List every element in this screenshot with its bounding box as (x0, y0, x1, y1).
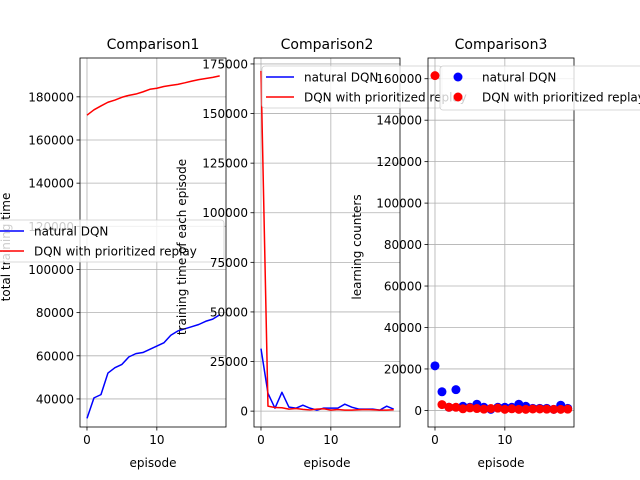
subplot-2: 0 10 0 25000 50000 75000 100000 125000 150000 175… (175, 37, 401, 470)
axes-frame (427, 57, 575, 428)
y-tick-label: 140000 (28, 177, 74, 191)
chart-title: Comparison2 (281, 37, 374, 53)
chart-title: Comparison3 (455, 37, 548, 53)
series-dqn-with-prioritized-replay-point (493, 403, 503, 413)
series-dqn-with-prioritized-replay-line (260, 70, 394, 411)
legend-marker (453, 92, 463, 102)
y-tick-label: 160000 (28, 134, 74, 148)
series-dqn-with-prioritized-replay-point (542, 404, 552, 414)
legend: natural DQN DQN with prioritized replay (261, 65, 467, 109)
x-tick-label: 0 (83, 433, 91, 447)
x-tick-label: 10 (149, 433, 164, 447)
y-tick-label: 100000 (376, 197, 422, 211)
legend-marker (453, 72, 463, 82)
x-tick-label: 0 (431, 433, 439, 447)
series-dqn-with-prioritized-replay-point (507, 404, 517, 414)
y-tick-label: 125000 (202, 157, 248, 171)
series-natural-dqn-point (430, 361, 440, 371)
series-dqn-with-prioritized-replay-point (528, 404, 538, 414)
legend-label: DQN with prioritized replay (482, 91, 640, 105)
y-axis-label: learning counters (350, 194, 364, 299)
y-tick-label: 0 (240, 405, 248, 419)
y-tick-label: 75000 (210, 256, 248, 270)
y-tick-label: 0 (414, 404, 422, 418)
y-tick-label: 80000 (36, 306, 74, 320)
plot-area (430, 71, 573, 414)
y-tick-label: 40000 (384, 321, 422, 335)
axes-frame (253, 57, 401, 428)
series-natural-dqn-line (86, 314, 221, 419)
subplot-3: 0 10 0 20000 40000 60000 80000 100000 120000 1400… (350, 37, 575, 470)
x-axis-label: episode (130, 456, 177, 470)
y-tick-label: 25000 (210, 355, 248, 369)
series-dqn-with-prioritized-replay-point (458, 404, 468, 414)
plot-area (260, 70, 395, 411)
y-tick-label: 140000 (376, 114, 422, 128)
x-tick-label: 10 (323, 433, 338, 447)
legend-label: DQN with prioritized replay (304, 91, 467, 105)
y-tick-label: 120000 (376, 155, 422, 169)
series-dqn-with-prioritized-replay-point (444, 402, 454, 412)
legend-label: DQN with prioritized replay (34, 245, 197, 259)
legend-box (0, 219, 225, 263)
y-tick-label: 100000 (202, 206, 248, 220)
y-tick-label: 175000 (202, 57, 248, 71)
series-natural-dqn-point (451, 385, 461, 395)
y-tick-label: 160000 (376, 72, 422, 86)
legend: natural DQN DQN with prioritized replay (439, 65, 640, 111)
y-tick-label: 60000 (384, 280, 422, 294)
series-dqn-with-prioritized-replay-point (430, 71, 440, 81)
series-dqn-with-prioritized-replay-point (549, 404, 559, 414)
y-tick-label: 60000 (36, 349, 74, 363)
y-tick-label: 80000 (384, 238, 422, 252)
y-tick-label: 100000 (28, 263, 74, 277)
series-dqn-with-prioritized-replay-point (486, 404, 496, 414)
subplot-1: 0104000060000800001000001200001400001600… (0, 37, 227, 470)
series-dqn-with-prioritized-replay-point (556, 404, 566, 414)
series-dqn-with-prioritized-replay-point (472, 404, 482, 414)
series-dqn-with-prioritized-replay-point (563, 404, 573, 414)
series-dqn-with-prioritized-replay-point (514, 404, 524, 414)
y-tick-label: 40000 (36, 392, 74, 406)
series-dqn-with-prioritized-replay-point (465, 403, 475, 413)
y-tick-label: 20000 (384, 362, 422, 376)
series-dqn-with-prioritized-replay-point (479, 404, 489, 414)
plot-area (86, 75, 221, 419)
series-dqn-with-prioritized-replay-point (437, 400, 447, 410)
legend-label: natural DQN (482, 71, 556, 85)
x-tick-label: 0 (257, 433, 265, 447)
legend: natural DQN DQN with prioritized replay (0, 219, 225, 263)
series-natural-dqn-point (437, 387, 447, 397)
series-dqn-with-prioritized-replay-point (500, 404, 510, 414)
legend-label: natural DQN (34, 225, 108, 239)
legend-label: natural DQN (304, 71, 378, 85)
x-axis-label: episode (478, 456, 525, 470)
series-dqn-with-prioritized-replay-point (451, 402, 461, 412)
chart-title: Comparison1 (107, 37, 200, 53)
series-dqn-with-prioritized-replay-point (521, 404, 531, 414)
y-tick-label: 150000 (202, 107, 248, 121)
y-tick-label: 180000 (28, 90, 74, 104)
series-dqn-with-prioritized-replay-line (86, 75, 220, 116)
x-tick-label: 10 (497, 433, 512, 447)
series-dqn-with-prioritized-replay-point (535, 404, 545, 414)
x-axis-label: episode (304, 456, 351, 470)
legend-box (439, 65, 640, 111)
y-tick-label: 50000 (210, 305, 248, 319)
y-axis-label: training time of each episode (175, 159, 189, 335)
